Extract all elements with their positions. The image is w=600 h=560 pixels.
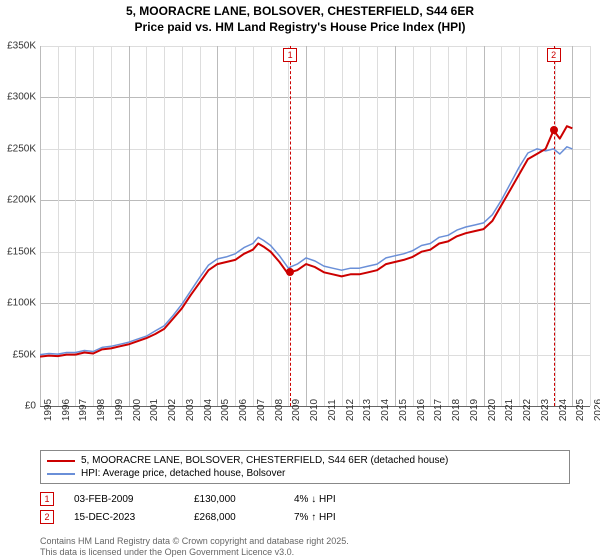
chart-title: 5, MOORACRE LANE, BOLSOVER, CHESTERFIELD… (0, 0, 600, 35)
series-price_paid (40, 126, 572, 356)
gridline-v (590, 46, 591, 406)
series-hpi (40, 147, 572, 355)
y-tick-label: £150K (0, 246, 36, 257)
title-line2: Price paid vs. HM Land Registry's House … (0, 20, 600, 36)
marker-row-box: 2 (40, 510, 54, 524)
marker-price: £130,000 (194, 494, 274, 505)
y-tick-label: £300K (0, 92, 36, 103)
marker-date: 15-DEC-2023 (74, 512, 174, 523)
marker-date: 03-FEB-2009 (74, 494, 174, 505)
attribution-line1: Contains HM Land Registry data © Crown c… (40, 536, 349, 547)
legend-swatch (47, 473, 75, 475)
y-tick-label: £200K (0, 195, 36, 206)
marker-dot (286, 268, 294, 276)
marker-row: 2 15-DEC-2023 £268,000 7% ↑ HPI (40, 508, 570, 526)
y-tick-label: £350K (0, 41, 36, 52)
marker-table: 1 03-FEB-2009 £130,000 4% ↓ HPI 2 15-DEC-2023… (40, 490, 570, 526)
legend-swatch (47, 460, 75, 462)
legend-label: 5, MOORACRE LANE, BOLSOVER, CHESTERFIELD… (81, 455, 448, 466)
marker-diff: 4% ↓ HPI (294, 494, 570, 505)
attribution-line2: This data is licensed under the Open Gov… (40, 547, 349, 558)
legend-row: 5, MOORACRE LANE, BOLSOVER, CHESTERFIELD… (47, 454, 563, 467)
y-tick-label: £100K (0, 298, 36, 309)
y-tick-label: £50K (0, 349, 36, 360)
chart-svg (40, 46, 590, 406)
y-tick-label: £0 (0, 401, 36, 412)
chart-area: £0£50K£100K£150K£200K£250K£300K£350K1995… (40, 46, 590, 406)
marker-row: 1 03-FEB-2009 £130,000 4% ↓ HPI (40, 490, 570, 508)
marker-price: £268,000 (194, 512, 274, 523)
x-tick-label: 2026 (593, 399, 600, 421)
attribution: Contains HM Land Registry data © Crown c… (40, 536, 349, 558)
y-tick-label: £250K (0, 143, 36, 154)
marker-diff: 7% ↑ HPI (294, 512, 570, 523)
legend-row: HPI: Average price, detached house, Bols… (47, 467, 563, 480)
legend-label: HPI: Average price, detached house, Bols… (81, 468, 285, 479)
title-line1: 5, MOORACRE LANE, BOLSOVER, CHESTERFIELD… (0, 4, 600, 20)
marker-row-box: 1 (40, 492, 54, 506)
legend: 5, MOORACRE LANE, BOLSOVER, CHESTERFIELD… (40, 450, 570, 484)
marker-dot (550, 126, 558, 134)
